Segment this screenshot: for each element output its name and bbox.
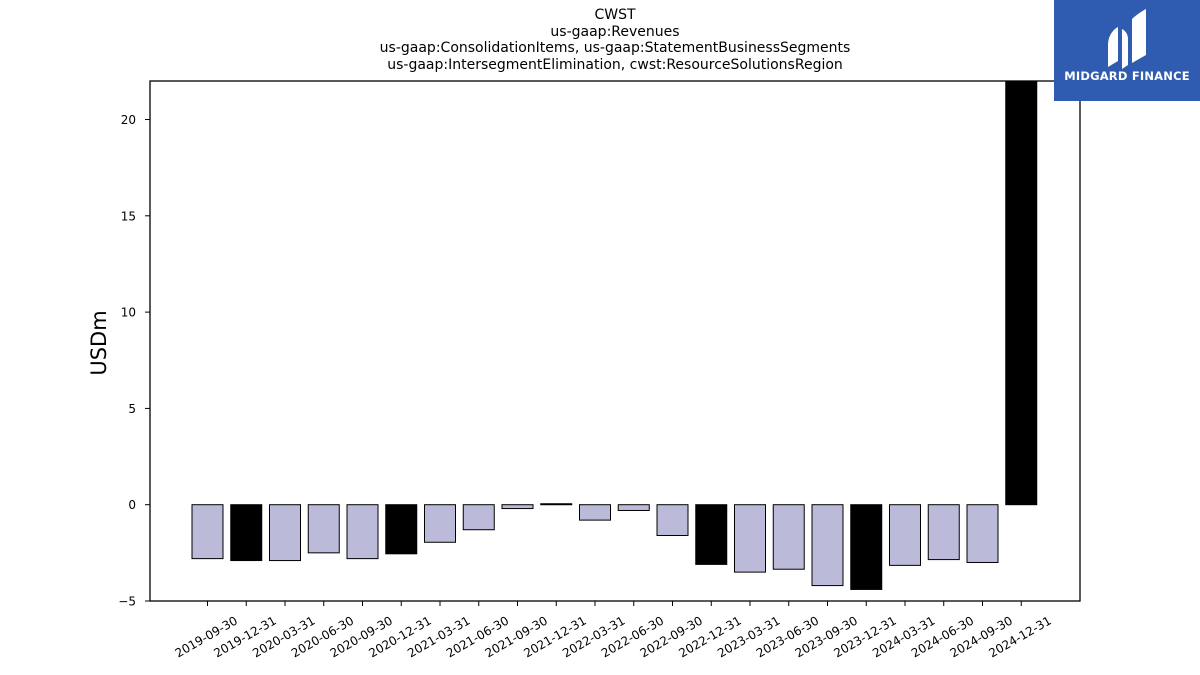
bar-2019-12-31 — [230, 504, 263, 562]
bar-2023-12-31 — [850, 504, 883, 590]
logo-text: MIDGARD FINANCE — [1064, 69, 1190, 83]
title-line-1: CWST — [594, 7, 636, 23]
bar-2019-09-30 — [191, 504, 224, 560]
bars-layer — [191, 80, 1038, 590]
bar-2020-03-31 — [269, 504, 301, 562]
bar-2021-06-30 — [462, 504, 495, 531]
bar-2021-12-31 — [540, 503, 573, 506]
bar-2023-09-30 — [811, 504, 844, 587]
bar-2022-06-30 — [617, 504, 650, 511]
y-tick-label: 20 — [121, 113, 136, 127]
y-tick-label: 15 — [121, 209, 136, 223]
bar-2023-06-30 — [772, 504, 805, 570]
bar-2024-03-31 — [889, 504, 921, 566]
bar-2023-03-31 — [734, 504, 766, 573]
chart-title: CWST us-gaap:Revenues us-gaap:Consolidat… — [150, 7, 1080, 73]
bar-2021-03-31 — [424, 504, 456, 543]
y-axis: −5 0 5 10 15 20 — [118, 113, 150, 609]
plot-frame — [149, 80, 1081, 602]
y-tick-label: 10 — [121, 306, 136, 320]
logo-mark-icon — [1108, 9, 1146, 69]
bar-2021-09-30 — [501, 504, 534, 510]
bar-2022-03-31 — [579, 504, 611, 521]
bar-2022-09-30 — [656, 504, 689, 537]
bar-2020-09-30 — [346, 504, 379, 560]
bar-2024-09-30 — [966, 504, 999, 563]
title-line-4: us-gaap:IntersegmentElimination, cwst:Re… — [387, 56, 843, 73]
y-tick-label: 0 — [128, 498, 136, 512]
title-line-2: us-gaap:Revenues — [550, 23, 680, 40]
bar-2024-12-31 — [1005, 80, 1038, 506]
y-axis-label: USDm — [87, 310, 111, 375]
bar-2024-06-30 — [927, 504, 960, 561]
bar-2020-12-31 — [385, 504, 418, 555]
x-axis: 2019-09-302019-12-312020-03-312020-06-30… — [173, 601, 1054, 660]
y-tick-label: 5 — [128, 402, 136, 416]
midgard-finance-logo: MIDGARD FINANCE — [1054, 0, 1200, 101]
y-tick-label: −5 — [118, 595, 136, 609]
title-line-3: us-gaap:ConsolidationItems, us-gaap:Stat… — [379, 40, 851, 56]
bar-2020-06-30 — [307, 504, 340, 554]
bar-2022-12-31 — [695, 504, 728, 565]
